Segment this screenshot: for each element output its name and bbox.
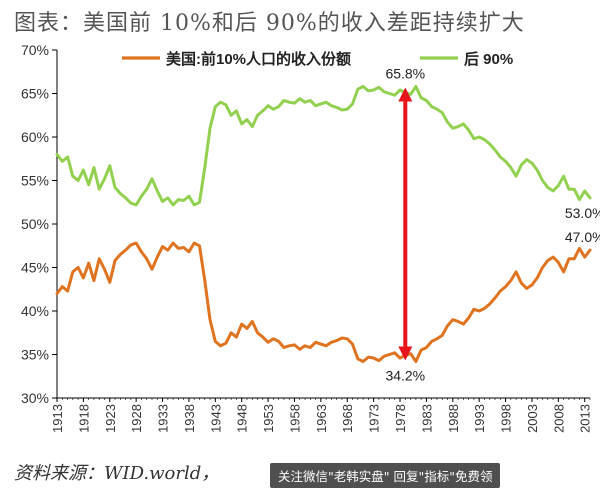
y-tick-label: 30% xyxy=(21,390,49,406)
y-tick-label: 50% xyxy=(21,216,49,232)
y-tick-label: 70% xyxy=(21,42,49,58)
x-tick-label: 1988 xyxy=(446,404,461,433)
y-tick-label: 45% xyxy=(21,260,49,276)
x-tick-label: 1958 xyxy=(287,404,302,433)
x-tick-label: 1998 xyxy=(499,404,514,433)
data-label: 34.2% xyxy=(385,367,425,383)
legend-label: 美国:前10%人口的收入份额 xyxy=(166,50,351,68)
x-tick-label: 1973 xyxy=(367,404,382,433)
wechat-watermark: 关注微信"老韩实盘" 回复"指标"免费领 xyxy=(270,463,501,488)
x-tick-label: 1943 xyxy=(208,404,223,433)
x-tick-label: 1963 xyxy=(314,404,329,433)
x-tick-label: 1913 xyxy=(50,404,65,433)
data-label: 53.0% xyxy=(565,205,600,221)
chart-annotations: 65.8% 34.2% 53.0% 47.0% xyxy=(385,66,600,384)
y-tick-label: 60% xyxy=(21,129,49,145)
x-tick-label: 2013 xyxy=(578,404,593,433)
y-tick-label: 40% xyxy=(21,303,49,319)
x-tick-label: 1953 xyxy=(261,404,276,433)
x-tick-label: 2008 xyxy=(551,404,566,433)
y-tick-label: 55% xyxy=(21,173,49,189)
x-tick-label: 1923 xyxy=(103,404,118,433)
x-tick-label: 1928 xyxy=(129,404,144,433)
x-tick-label: 2003 xyxy=(525,404,540,433)
top10-share-line xyxy=(55,241,592,363)
data-label: 47.0% xyxy=(565,229,600,245)
x-tick-label: 1918 xyxy=(76,404,91,433)
chart-axes: 30% 35% 40% 45% 50% 55% 60% 65% 70% 1913 1918 1923 1… xyxy=(21,42,593,433)
x-tick-label: 1938 xyxy=(182,404,197,433)
gap-arrow-head-top xyxy=(398,87,413,102)
x-tick-label: 1993 xyxy=(472,404,487,433)
x-tick-label: 1933 xyxy=(156,404,171,433)
chart-legend: 美国:前10%人口的收入份额 后 90% xyxy=(122,50,513,68)
x-tick-label: 1978 xyxy=(393,404,408,433)
gap-arrow-head-bottom xyxy=(398,346,413,361)
chart-series xyxy=(55,85,592,363)
x-tick-label: 1968 xyxy=(340,404,355,433)
y-tick-label: 35% xyxy=(21,347,49,363)
page-title: 图表：美国前 10%和后 90%的收入差距持续扩大 xyxy=(14,11,525,36)
x-tick-label: 1948 xyxy=(235,404,250,433)
y-tick-label: 65% xyxy=(21,86,49,102)
legend-label: 后 90% xyxy=(464,51,513,68)
bottom90-share-line xyxy=(55,85,592,207)
source-note: 资料来源：WID.world， xyxy=(14,463,220,484)
x-tick-label: 1983 xyxy=(419,404,434,433)
data-label: 65.8% xyxy=(385,66,425,82)
